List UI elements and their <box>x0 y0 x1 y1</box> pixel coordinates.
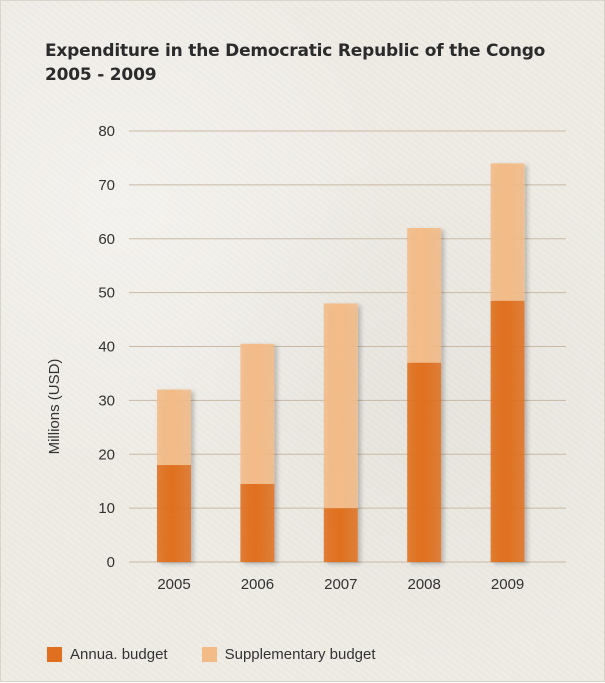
x-tick-label: 2009 <box>491 576 524 593</box>
x-tick-label: 2008 <box>408 576 441 593</box>
bar-supplementary-budget-2008 <box>407 227 442 363</box>
x-tick-label: 2005 <box>157 576 190 593</box>
y-tick-label: 60 <box>98 231 115 248</box>
bar-supplementary-budget-2009 <box>490 163 525 301</box>
y-tick-label: 0 <box>107 554 115 571</box>
y-tick-label: 30 <box>98 392 115 409</box>
x-tick-label: 2006 <box>241 576 274 593</box>
y-tick-label: 40 <box>98 339 115 356</box>
chart-title: Expenditure in the Democratic Republic o… <box>45 41 546 61</box>
bar-supplementary-budget-2006 <box>240 343 275 484</box>
bar-stack <box>157 389 191 562</box>
y-axis-title: Millions (USD) <box>46 359 63 455</box>
bar-annua-budget-2006 <box>240 483 275 562</box>
legend-item: Supplementary budget <box>201 646 376 663</box>
legend-label: Annua. budget <box>70 646 168 663</box>
bar-stack <box>323 303 358 562</box>
chart-subtitle: 2005 - 2009 <box>45 65 157 85</box>
y-tick-label: 80 <box>98 123 115 140</box>
x-tick-label: 2007 <box>324 576 357 593</box>
bar-annua-budget-2008 <box>407 362 442 562</box>
bar-stack <box>240 343 275 562</box>
chart-title-block: Expenditure in the Democratic Republic o… <box>45 39 585 87</box>
bar-supplementary-budget-2005 <box>157 389 191 466</box>
y-tick-label: 20 <box>98 446 115 463</box>
y-tick-label: 70 <box>98 177 115 194</box>
bar-stack <box>490 163 525 562</box>
legend-swatch <box>201 647 217 662</box>
y-tick-label: 10 <box>98 500 115 517</box>
y-tick-label: 50 <box>98 285 115 302</box>
bar-annua-budget-2005 <box>157 465 191 562</box>
legend: Annua. budget Supplementary budget <box>47 646 410 663</box>
bar-stack <box>407 227 442 562</box>
legend-item: Annua. budget <box>47 646 168 663</box>
legend-label: Supplementary budget <box>224 646 376 663</box>
legend-swatch <box>47 647 62 662</box>
bar-annua-budget-2007 <box>323 508 358 562</box>
bar-supplementary-budget-2007 <box>323 303 358 509</box>
bar-annua-budget-2009 <box>490 300 525 562</box>
